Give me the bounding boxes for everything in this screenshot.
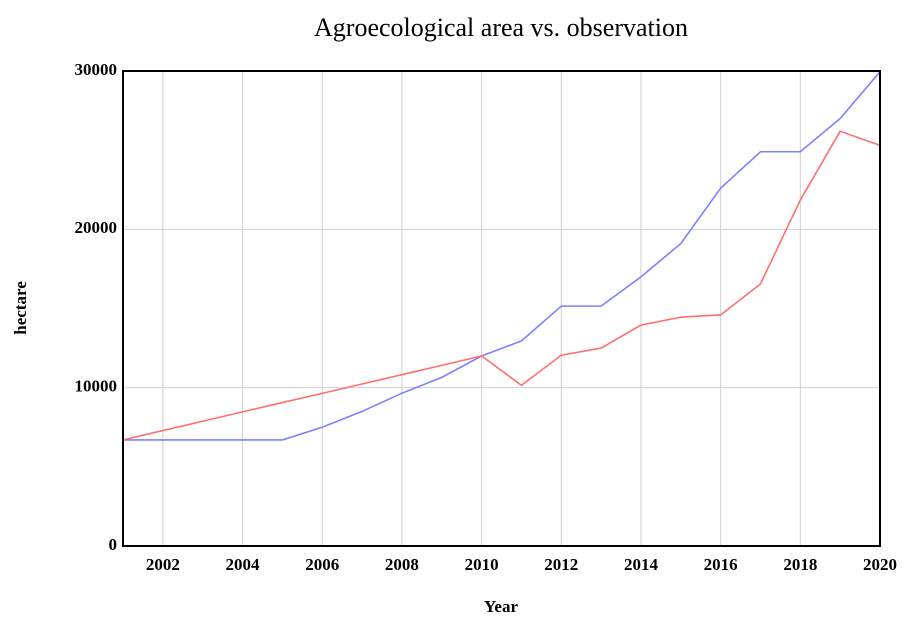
x-tick-label: 2006	[305, 555, 339, 574]
chart-title: Agroecological area vs. observation	[314, 13, 688, 42]
y-axis-title: hectare	[11, 281, 30, 335]
data-line	[122, 130, 881, 441]
plot-frame	[122, 70, 881, 547]
x-tick-label: 2008	[385, 555, 419, 574]
y-tick-label: 10000	[75, 377, 118, 396]
x-tick-label: 2012	[544, 555, 578, 574]
x-tick-label: 2018	[783, 555, 817, 574]
x-tick-label: 2014	[624, 555, 659, 574]
x-tick-label: 2020	[863, 555, 897, 574]
y-tick-label: 20000	[75, 218, 118, 237]
x-axis-title: Year	[484, 597, 518, 616]
data-line	[123, 71, 881, 441]
y-tick-label: 0	[109, 535, 118, 554]
x-tick-label: 2002	[146, 555, 180, 574]
y-tick-label: 30000	[75, 60, 118, 79]
x-tick-label: 2016	[704, 555, 738, 574]
x-tick-label: 2010	[465, 555, 499, 574]
x-tick-label: 2004	[226, 555, 261, 574]
